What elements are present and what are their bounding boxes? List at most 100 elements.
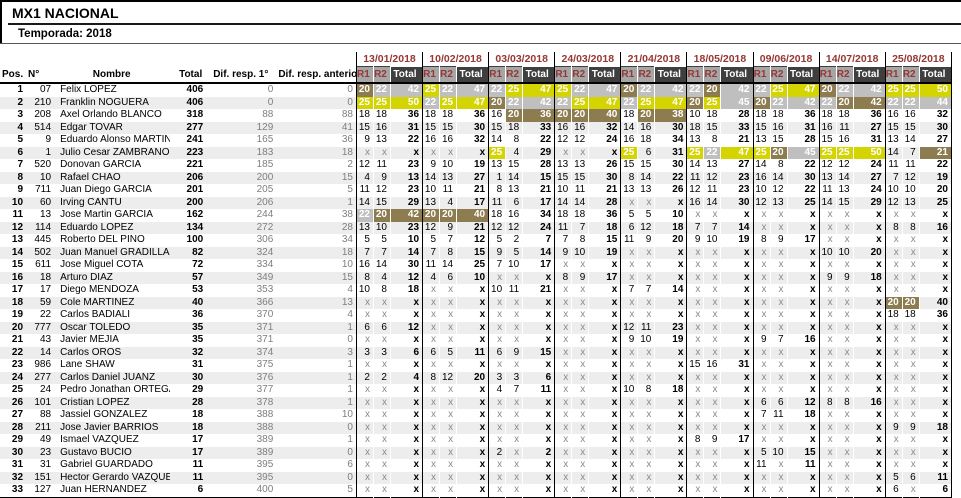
race-result-cell: 12 [836, 159, 854, 172]
gap-to-first-cell: 389 [256, 434, 274, 445]
event-date: 13/01/2018 [355, 52, 423, 67]
race-result-cell: 8 [422, 371, 441, 384]
day-total-cell: x [720, 396, 753, 409]
rider-name-cell: Gabriel GUARDADO [60, 459, 153, 470]
race-result-cell: 11 [488, 196, 507, 209]
day-total-cell: x [787, 321, 820, 334]
day-total-cell: x [677, 309, 684, 320]
rider-number-cell: 711 [35, 184, 52, 195]
rider-name-cell: Gustavo BUCIO [54, 446, 171, 459]
rider-row: 8 10 Rafael CHAO 206 200 15 4 9 13 14 13 27 1 14 15 15 1… [0, 171, 952, 184]
position-cell: 28 [0, 421, 27, 434]
race-result-cell: 1 [488, 171, 507, 184]
day-total-cell: x [876, 434, 882, 445]
race-result-cell: x [884, 371, 903, 384]
race-result-cell: x [902, 359, 920, 372]
rider-name-cell: Cristian LOPEZ [54, 396, 171, 409]
race-result-cell: x [373, 471, 391, 484]
rider-row: 26 101 Cristian LOPEZ 28 378 1 x x x x x x x x x x x x x x x… [0, 396, 952, 409]
column-header: Nombre [54, 66, 171, 83]
rider-number-cell: 23 [26, 446, 55, 459]
race-result-cell: x [488, 471, 507, 484]
season-total-cell: 406 [186, 84, 204, 95]
day-total-cell: x [654, 471, 687, 484]
day-total-cell: 18 [804, 409, 816, 420]
race-result-cell: x [554, 421, 573, 434]
day-total-cell: 42 [853, 96, 886, 109]
day-total-cell: 42 [720, 83, 753, 97]
event-date: 21/04/2018 [620, 52, 687, 67]
race-result-cell: x [505, 409, 524, 422]
race-result-cell: x [703, 471, 722, 484]
day-total-cell: 47 [522, 83, 555, 97]
day-total-cell: 47 [588, 83, 621, 97]
race-result-cell: 18 [770, 109, 788, 122]
day-total-cell: x [787, 271, 820, 284]
race-result-cell: x [703, 421, 722, 434]
race-result-cell: x [488, 459, 507, 472]
race-result-cell: x [488, 334, 507, 347]
race-result-cell: x [752, 321, 771, 334]
race-result-cell: 13 [703, 159, 722, 172]
season-total-cell: 206 [170, 171, 207, 184]
race-result-cell: x [355, 309, 374, 322]
day-total-cell: x [853, 321, 886, 334]
day-total-header: Total [853, 66, 886, 83]
race-result-cell: 13 [355, 221, 374, 234]
rider-row: 24 277 Carlos Daniel JUANZ 30 376 1 2 2 4 8 12 20 3 3… [0, 371, 952, 384]
race-result-cell: x [818, 234, 837, 247]
rider-number-cell: 445 [34, 234, 52, 245]
race1-header: R1 [752, 66, 771, 83]
race-result-cell: x [439, 321, 458, 334]
race-result-cell: 8 [884, 221, 903, 234]
race-result-cell: x [818, 409, 837, 422]
gap-to-previous-cell: 0 [276, 446, 357, 459]
race-result-cell: 11 [355, 184, 374, 197]
day-total-cell: x [479, 409, 486, 420]
race-result-cell: 7 [686, 221, 705, 234]
day-total-cell: x [522, 471, 555, 484]
day-total-cell: 50 [853, 146, 886, 159]
gap-to-first-cell: 334 [256, 259, 274, 270]
race-result-cell: x [554, 359, 573, 372]
race-result-cell: 13 [884, 134, 903, 147]
race-result-cell: 25 [422, 83, 441, 97]
day-total-cell: 27 [936, 134, 948, 145]
season-total-cell: 162 [186, 209, 204, 220]
race-result-cell: x [703, 246, 722, 259]
rider-name-cell: Carlos Daniel JUANZ [54, 371, 171, 384]
race-result-cell: 12 [902, 171, 920, 184]
day-total-cell: 22 [936, 159, 948, 170]
column-header: Total [170, 66, 207, 83]
race-result-cell: 25 [836, 146, 854, 159]
day-total-cell: x [720, 371, 753, 384]
race-result-cell: x [686, 346, 705, 359]
day-total-cell: 14 [720, 221, 753, 234]
race-result-cell: x [373, 146, 391, 159]
position-cell: 22 [0, 346, 27, 359]
day-total-cell: x [810, 484, 816, 495]
race-result-cell: x [488, 484, 507, 497]
race-result-cell: x [505, 396, 524, 409]
rider-number-cell: 277 [26, 371, 55, 384]
race-result-cell: x [836, 309, 854, 322]
day-total-cell: x [810, 209, 816, 220]
race-result-cell: x [752, 384, 771, 397]
race-result-cell: 2 [373, 371, 391, 384]
gap-to-first-cell: 244 [256, 209, 274, 220]
day-total-cell: 19 [474, 159, 486, 170]
gap-to-previous-cell: 1 [276, 396, 357, 409]
gap-to-previous-cell: 10 [341, 259, 353, 270]
day-total-cell: x [654, 271, 687, 284]
race-result-cell: 22 [571, 83, 590, 97]
day-total-cell: 6 [522, 371, 555, 384]
race-result-cell: x [505, 459, 524, 472]
day-total-cell: 4 [390, 371, 423, 384]
day-total-cell: 24 [870, 159, 882, 170]
rider-number-cell: 10 [26, 171, 55, 184]
race-result-cell: 7 [373, 246, 391, 259]
event-date: 14/07/2018 [818, 52, 886, 67]
race-result-cell: x [902, 209, 920, 222]
day-total-cell: 33 [720, 121, 753, 134]
day-total-cell: 36 [474, 109, 486, 120]
